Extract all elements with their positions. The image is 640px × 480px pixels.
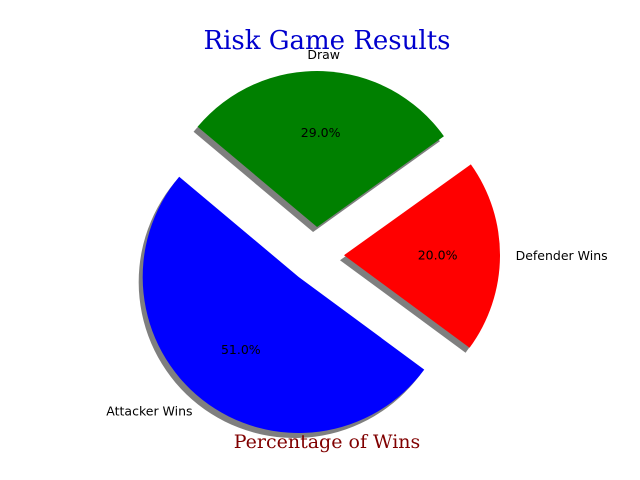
category-label-attacker-wins: Attacker Wins: [106, 403, 192, 418]
percent-label-draw: 29.0%: [301, 125, 341, 140]
chart-title: Risk Game Results: [204, 26, 451, 56]
category-label-draw: Draw: [307, 47, 340, 62]
percent-label-attacker-wins: 51.0%: [221, 342, 261, 357]
slice-draw: [197, 71, 444, 228]
category-label-defender-wins: Defender Wins: [516, 248, 608, 263]
slice-defender-wins: [343, 164, 500, 348]
percent-label-defender-wins: 20.0%: [418, 247, 458, 262]
pie-labels: 51.0% Attacker Wins 20.0% Defender Wins 29.0…: [106, 47, 607, 418]
pie-slices: [138, 71, 500, 439]
slice-attacker-wins: [142, 176, 425, 434]
x-axis-label: Percentage of Wins: [234, 431, 421, 453]
